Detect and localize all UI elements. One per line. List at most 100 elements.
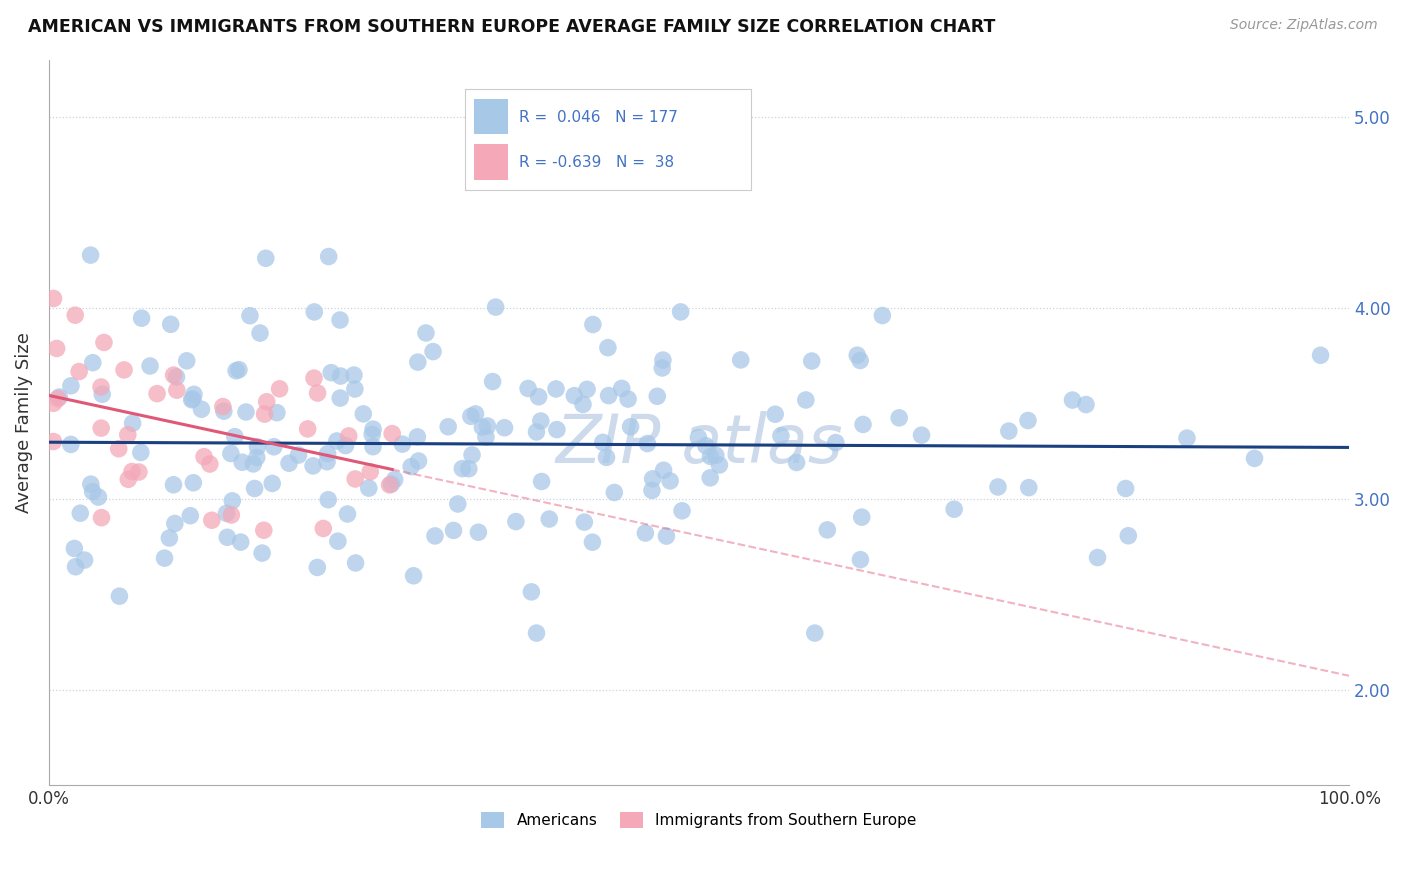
Point — [128, 465, 150, 479]
Point — [730, 352, 752, 367]
Point — [42, 292, 65, 306]
Point — [671, 504, 693, 518]
Point — [63, 541, 86, 556]
Point — [475, 430, 498, 444]
Point — [378, 478, 401, 492]
Point — [316, 447, 339, 461]
Point — [48, 390, 70, 404]
Point — [546, 423, 568, 437]
Point — [262, 476, 284, 491]
Point — [263, 440, 285, 454]
Point — [576, 382, 599, 396]
Point — [619, 419, 641, 434]
Point — [384, 473, 406, 487]
Point — [302, 458, 325, 473]
Point — [651, 361, 673, 376]
Point — [526, 626, 548, 640]
Point — [786, 456, 808, 470]
Point — [709, 458, 731, 472]
Point — [471, 420, 494, 434]
Point — [166, 383, 188, 397]
Point — [162, 368, 184, 382]
Point — [517, 382, 540, 396]
Point — [87, 490, 110, 504]
Point — [530, 475, 553, 489]
Point — [361, 427, 384, 442]
Point — [79, 248, 101, 262]
Point — [242, 457, 264, 471]
Point — [287, 448, 309, 462]
Point — [381, 426, 404, 441]
Point — [266, 406, 288, 420]
Point — [851, 510, 873, 524]
Point — [1115, 482, 1137, 496]
Point — [889, 410, 911, 425]
Point — [212, 404, 235, 418]
Point — [153, 551, 176, 566]
Point — [659, 474, 682, 488]
Point — [824, 435, 846, 450]
Point — [67, 365, 90, 379]
Point — [212, 400, 235, 414]
Point — [80, 477, 103, 491]
Point — [595, 450, 617, 465]
Point — [344, 556, 367, 570]
Point — [849, 552, 872, 566]
Point — [201, 513, 224, 527]
Point — [278, 456, 301, 470]
Point — [652, 463, 675, 477]
Point — [249, 326, 271, 340]
Point — [669, 305, 692, 319]
Point — [193, 450, 215, 464]
Point — [121, 416, 143, 430]
Point — [46, 392, 69, 406]
Point — [485, 300, 508, 314]
Point — [998, 424, 1021, 438]
Point — [112, 363, 135, 377]
Point — [93, 335, 115, 350]
Text: Source: ZipAtlas.com: Source: ZipAtlas.com — [1230, 18, 1378, 32]
Point — [562, 389, 585, 403]
Point — [219, 446, 242, 460]
Point — [872, 309, 894, 323]
Point — [704, 448, 727, 462]
Point — [352, 407, 374, 421]
Point — [239, 309, 262, 323]
Point — [461, 448, 484, 462]
Point — [63, 308, 86, 322]
Point — [645, 389, 668, 403]
Point — [312, 521, 335, 535]
Point — [343, 382, 366, 396]
Point — [437, 419, 460, 434]
Point — [852, 417, 875, 432]
Point — [481, 375, 503, 389]
Point — [572, 397, 595, 411]
Point — [121, 465, 143, 479]
Point — [406, 355, 429, 369]
Point — [592, 435, 614, 450]
Point — [307, 386, 329, 401]
Point — [146, 386, 169, 401]
Point — [1116, 529, 1139, 543]
Point — [183, 475, 205, 490]
Point — [423, 529, 446, 543]
Point — [361, 440, 384, 454]
Point — [190, 402, 212, 417]
Point — [636, 436, 658, 450]
Point — [159, 318, 181, 332]
Point — [344, 472, 367, 486]
Point — [582, 318, 605, 332]
Point — [846, 348, 869, 362]
Point — [527, 390, 550, 404]
Point — [1175, 431, 1198, 445]
Point — [180, 392, 202, 407]
Point — [1087, 550, 1109, 565]
Point — [316, 455, 339, 469]
Point — [343, 368, 366, 382]
Point — [422, 344, 444, 359]
Point — [477, 419, 499, 434]
Point — [336, 507, 359, 521]
Point — [321, 366, 343, 380]
Point — [408, 454, 430, 468]
Point — [215, 506, 238, 520]
